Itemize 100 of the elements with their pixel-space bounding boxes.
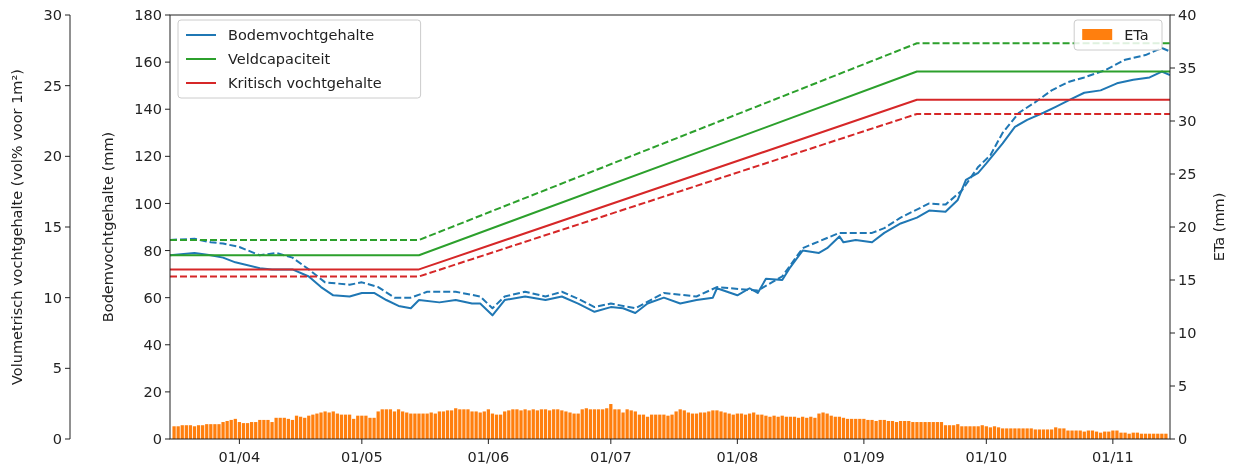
bar: [274, 417, 278, 439]
bar: [519, 410, 523, 439]
y-tick-label: 100: [134, 195, 162, 212]
y-tick-label: 60: [143, 289, 162, 306]
x-tick-label: 01/05: [340, 449, 383, 465]
bar: [874, 420, 878, 439]
bar: [625, 409, 629, 439]
bar: [572, 413, 576, 439]
x-tick-label: 01/09: [842, 449, 885, 465]
bar: [870, 419, 874, 439]
bar: [527, 410, 531, 439]
bar: [511, 409, 515, 439]
bar: [707, 411, 711, 439]
bar: [172, 426, 176, 439]
legend-label: Veldcapaciteit: [228, 51, 331, 68]
bar: [596, 409, 601, 439]
bar: [486, 409, 490, 439]
x-tick-label: 01/10: [965, 449, 1008, 465]
bar: [417, 413, 421, 439]
bar: [715, 410, 719, 439]
bar: [768, 416, 772, 439]
bar: [507, 410, 511, 439]
bar: [396, 409, 401, 439]
bar: [539, 409, 544, 439]
bar: [813, 417, 817, 439]
bar: [1164, 433, 1168, 439]
bar: [584, 408, 588, 439]
y-tick-label: 0: [152, 431, 162, 448]
bar: [1070, 430, 1074, 439]
bar: [421, 413, 425, 439]
y-tick-label: 40: [143, 336, 162, 353]
bar: [923, 422, 927, 439]
bar: [682, 410, 686, 439]
y-axis-title: Bodemvochtgehalte (mm): [100, 131, 116, 323]
bar: [915, 422, 919, 439]
bar: [633, 411, 637, 439]
bar: [523, 409, 527, 439]
bar: [454, 408, 458, 439]
legend-label: Kritisch vochtgehalte: [228, 75, 382, 92]
bar: [217, 424, 221, 439]
legend-label: Bodemvochtgehalte: [228, 27, 375, 44]
y2-tick-label: 25: [1178, 166, 1197, 183]
bar: [972, 426, 976, 439]
y3-tick-label: 15: [43, 219, 62, 236]
bar: [315, 413, 319, 439]
bar: [503, 411, 507, 439]
bar: [678, 409, 682, 439]
bar: [919, 422, 923, 439]
bar: [323, 411, 327, 439]
bar: [601, 409, 605, 439]
bar: [592, 409, 597, 439]
bar: [213, 424, 217, 439]
bar: [266, 419, 270, 439]
bar: [568, 412, 572, 439]
bar: [564, 411, 568, 439]
bar: [388, 409, 393, 439]
x-tick-label: 01/04: [218, 449, 261, 465]
y2-tick-label: 20: [1178, 219, 1197, 236]
bar: [445, 410, 450, 439]
bar: [964, 426, 968, 439]
bar: [552, 409, 556, 439]
x-tick-label: 01/11: [1091, 449, 1134, 465]
bar: [772, 415, 776, 439]
y3-tick-label: 5: [52, 360, 62, 377]
legend-label: ETa: [1124, 27, 1149, 44]
bar: [458, 409, 462, 439]
bar: [723, 412, 727, 439]
y-tick-label: 180: [134, 7, 162, 24]
bar: [1013, 428, 1017, 439]
bar: [392, 411, 397, 439]
bar: [1062, 428, 1066, 439]
y2-tick-label: 15: [1178, 272, 1197, 289]
bar: [221, 422, 225, 439]
y2-tick-label: 30: [1178, 113, 1197, 130]
y2-tick-label: 0: [1178, 431, 1188, 448]
y3-tick-label: 25: [43, 77, 62, 94]
y3-axis-title: Volumetrisch vochtgehalte (vol% voor 1m²): [9, 69, 25, 385]
bar: [319, 412, 323, 439]
y-tick-label: 160: [134, 54, 162, 71]
bar: [666, 415, 670, 439]
bar: [380, 409, 384, 439]
y3-tick-label: 10: [43, 289, 62, 306]
bar: [1115, 430, 1119, 439]
y2-axis-title: ETa (mm): [1211, 192, 1227, 262]
y2-tick-label: 40: [1178, 7, 1197, 24]
y-tick-label: 20: [143, 383, 162, 400]
bar: [531, 409, 535, 439]
bar: [862, 418, 866, 439]
bar: [580, 409, 584, 439]
bar: [368, 417, 372, 439]
bar: [1066, 430, 1070, 439]
bar: [384, 409, 388, 439]
bar: [588, 409, 593, 439]
bar: [764, 415, 768, 439]
bar: [1119, 432, 1123, 439]
bar: [450, 410, 454, 439]
bar: [262, 419, 266, 439]
bar: [364, 415, 368, 439]
y2-tick-label: 10: [1178, 325, 1197, 342]
y-tick-label: 80: [143, 242, 162, 259]
